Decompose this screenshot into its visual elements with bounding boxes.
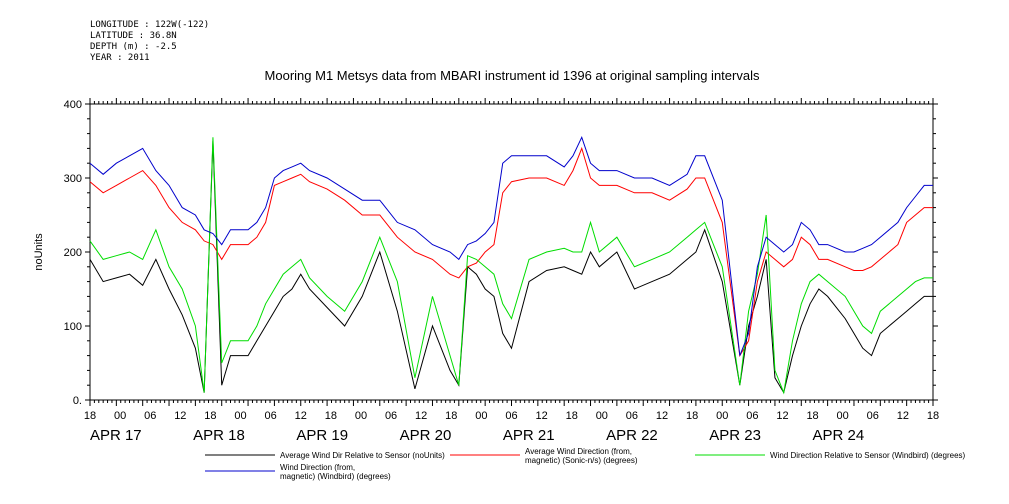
metadata-block: LONGITUDE : 122W(-122) LATITUDE : 36.8N …: [90, 20, 209, 64]
x-tick-label: 12: [415, 410, 427, 422]
x-tick-label: 06: [144, 410, 156, 422]
x-date-label: APR 18: [193, 427, 245, 444]
x-date-label: APR 17: [90, 427, 142, 444]
x-tick-label: 06: [265, 410, 277, 422]
x-date-label: APR 22: [606, 427, 658, 444]
x-date-label: APR 20: [400, 427, 452, 444]
x-tick-label: 00: [355, 410, 367, 422]
x-date-label: APR 19: [296, 427, 348, 444]
x-tick-label: 06: [385, 410, 397, 422]
x-tick-label: 06: [746, 410, 758, 422]
x-tick-label: 06: [626, 410, 638, 422]
legend-label: magnetic) (Sonic-n/s) (degrees): [525, 456, 638, 465]
x-tick-label: 00: [114, 410, 126, 422]
x-tick-label: 00: [596, 410, 608, 422]
y-tick-label: 400: [64, 99, 82, 111]
x-tick-label: 18: [927, 410, 939, 422]
y-tick-label: 100: [64, 321, 82, 333]
x-tick-label: 18: [566, 410, 578, 422]
legend-label: Average Wind Direction (from,: [525, 447, 632, 456]
x-tick-label: 18: [686, 410, 698, 422]
meta-longitude: LONGITUDE : 122W(-122): [90, 20, 210, 30]
series-line-1: [89, 146, 933, 358]
x-tick-label: 18: [806, 410, 818, 422]
x-tick-label: 12: [776, 410, 788, 422]
y-tick-label: 200: [64, 247, 82, 259]
x-axis: 18 00 06 12 18 00 06 12 18 00 06 12 18 00 06 12 18 00 06 12…: [84, 98, 939, 444]
legend-label: Average Wind Dir Relative to Sensor (noU…: [280, 451, 445, 460]
y-axis: 0. 100 200 300 400: [64, 99, 938, 407]
x-date-label: APR 23: [709, 427, 761, 444]
legend-label: Wind Direction Relative to Sensor (Windb…: [770, 451, 966, 460]
x-tick-label: 12: [174, 410, 186, 422]
series-line-3: [89, 135, 933, 356]
x-tick-label: 00: [234, 410, 246, 422]
x-tick-label: 12: [535, 410, 547, 422]
x-tick-label: 18: [204, 410, 216, 422]
y-tick-label: 0.: [73, 395, 82, 407]
x-tick-label: 12: [897, 410, 909, 422]
x-tick-label: 12: [295, 410, 307, 422]
x-date-label: APR 21: [503, 427, 555, 444]
legend-label: Wind Direction (from,: [280, 463, 355, 472]
legend-label: magnetic) (Windbird) (degrees): [280, 472, 391, 481]
chart-title: Mooring M1 Metsys data from MBARI instru…: [265, 68, 760, 83]
x-date-label: APR 24: [813, 427, 865, 444]
y-tick-label: 300: [64, 173, 82, 185]
series-line-2: [89, 137, 933, 395]
meta-depth: DEPTH (m) : -2.5: [90, 42, 177, 52]
series-layer: [89, 135, 933, 395]
x-tick-label: 12: [656, 410, 668, 422]
meta-year: YEAR : 2011: [90, 53, 150, 63]
y-axis-label: noUnits: [33, 233, 45, 271]
x-tick-label: 18: [325, 410, 337, 422]
meta-latitude: LATITUDE : 36.8N: [90, 31, 177, 41]
x-tick-label: 00: [716, 410, 728, 422]
legend: Average Wind Dir Relative to Sensor (noU…: [205, 447, 966, 481]
x-tick-label: 00: [837, 410, 849, 422]
x-tick-label: 06: [867, 410, 879, 422]
x-tick-label: 18: [84, 410, 96, 422]
x-tick-label: 06: [505, 410, 517, 422]
x-tick-label: 18: [445, 410, 457, 422]
series-line-0: [89, 140, 933, 394]
x-tick-label: 00: [475, 410, 487, 422]
